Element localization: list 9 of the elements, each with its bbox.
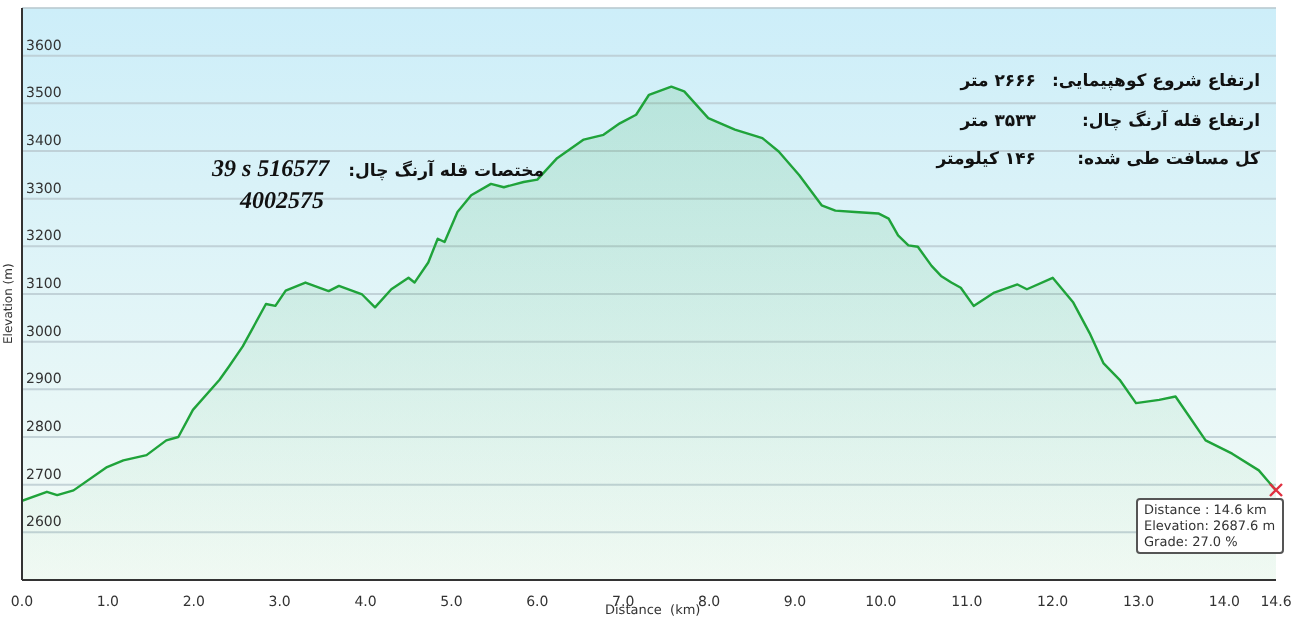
annotation: کل مسافت طی شده: (1077, 150, 1260, 170)
annotation: 39 s 516577 (212, 154, 330, 184)
annotation: ۳۵۳۳ متر (960, 112, 1036, 132)
annotation: ارتفاع قله آرنگ چال: (1082, 112, 1260, 132)
annotation: ۱۴۶ کیلومتر (936, 150, 1036, 170)
annotation: 4002575 (240, 186, 324, 216)
annotation: ۲۶۶۶ متر (960, 72, 1036, 92)
annotation: ارتفاع شروع کوهپیمایی: (1052, 72, 1260, 92)
annotation: مختصات قله آرنگ چال: (348, 162, 544, 182)
